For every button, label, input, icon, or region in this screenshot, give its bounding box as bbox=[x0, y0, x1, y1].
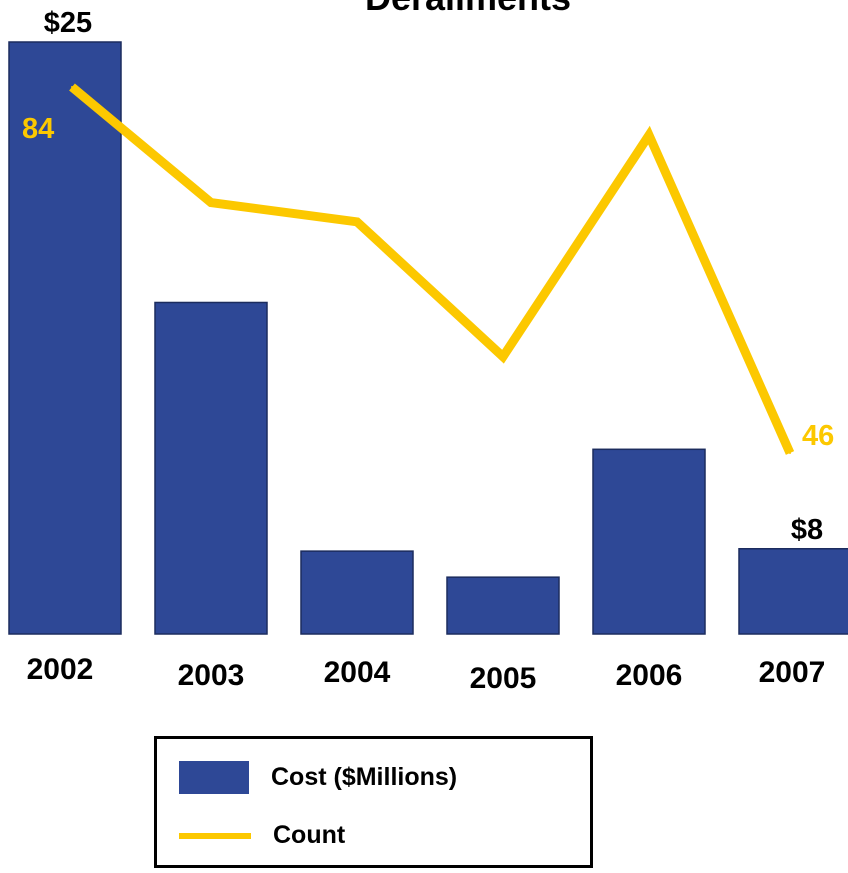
count-data-labels: 84 46 bbox=[22, 113, 834, 452]
cost-bar-2006 bbox=[592, 448, 706, 635]
count-point-2006 bbox=[648, 134, 650, 137]
count-label-2007: 46 bbox=[802, 420, 834, 452]
x-tick-2002: 2002 bbox=[27, 653, 94, 686]
cost-data-labels: $25 $8 bbox=[44, 7, 823, 546]
cost-bar-2004 bbox=[300, 550, 414, 635]
cost-bars bbox=[8, 41, 848, 635]
x-axis-ticks: 2002 2003 2004 2005 2006 2007 bbox=[27, 653, 826, 695]
count-point-2002 bbox=[71, 86, 73, 88]
count-line bbox=[69, 83, 795, 455]
count-point-2005 bbox=[502, 355, 504, 358]
count-point-2003 bbox=[210, 201, 212, 204]
cost-bar-2002 bbox=[8, 41, 122, 635]
x-tick-2004: 2004 bbox=[324, 656, 391, 689]
cost-bar-2007 bbox=[738, 548, 848, 635]
legend-label-cost: Cost ($Millions) bbox=[271, 763, 458, 791]
cost-bar-2005 bbox=[446, 576, 560, 635]
legend-item-cost: Cost ($Millions) bbox=[179, 761, 457, 794]
count-line-series bbox=[69, 83, 795, 455]
count-point-2007 bbox=[789, 452, 791, 454]
count-label-2002: 84 bbox=[22, 113, 54, 145]
legend-swatch-cost bbox=[179, 761, 249, 794]
legend-label-count: Count bbox=[273, 821, 346, 849]
x-tick-2003: 2003 bbox=[178, 659, 245, 692]
cost-label-2002: $25 bbox=[44, 7, 92, 39]
cost-label-2007: $8 bbox=[791, 514, 823, 546]
legend: Cost ($Millions) Count bbox=[154, 736, 593, 868]
legend-item-count: Count bbox=[179, 821, 345, 850]
legend-swatch-count bbox=[179, 832, 251, 839]
count-point-2004 bbox=[356, 220, 358, 223]
x-tick-2006: 2006 bbox=[616, 659, 683, 692]
x-tick-2005: 2005 bbox=[470, 662, 537, 695]
x-tick-2007: 2007 bbox=[759, 656, 826, 689]
cost-bar-2003 bbox=[154, 301, 268, 635]
chart-title: Derailments bbox=[365, 0, 571, 18]
